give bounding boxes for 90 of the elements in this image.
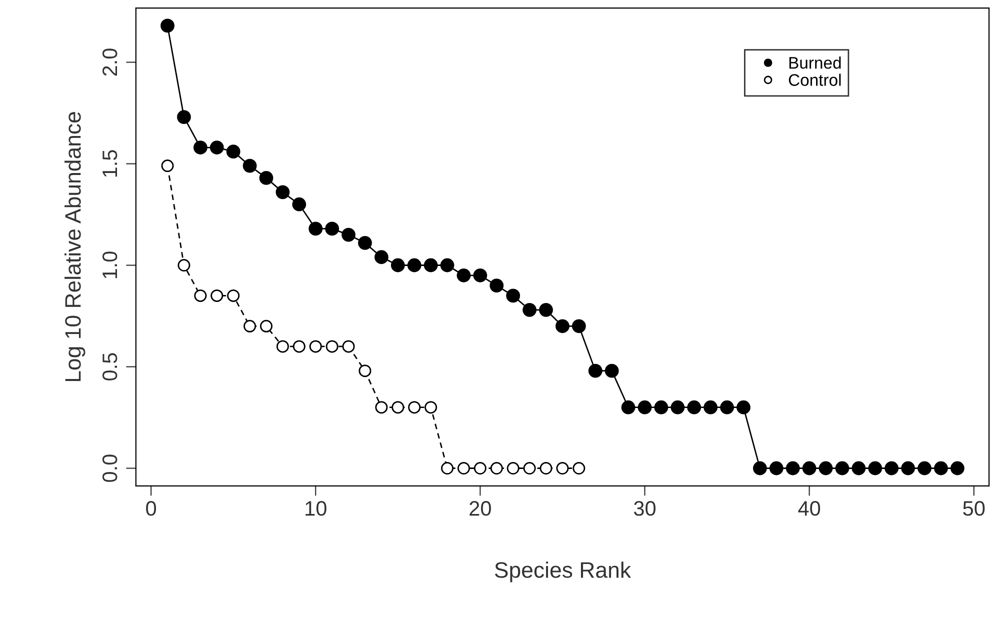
y-tick-label: 0.0 (102, 454, 118, 482)
point (604, 364, 619, 378)
point (292, 197, 306, 212)
point (424, 258, 438, 272)
point (654, 400, 668, 414)
point (769, 461, 784, 476)
legend-label: Burned (789, 56, 841, 69)
x-tick-label: 20 (470, 501, 491, 516)
point (523, 462, 536, 475)
point (178, 259, 190, 272)
point (374, 250, 388, 264)
point (259, 171, 274, 185)
point (309, 340, 322, 353)
point (539, 302, 553, 317)
point (226, 144, 240, 159)
point (177, 110, 191, 124)
point (868, 461, 882, 476)
point (506, 462, 520, 475)
point (950, 461, 964, 476)
point (260, 320, 272, 332)
point (490, 278, 504, 292)
point (687, 400, 702, 414)
point (901, 461, 915, 476)
point (802, 461, 816, 476)
point (786, 461, 800, 476)
point (572, 319, 586, 334)
point (161, 160, 174, 172)
point (556, 462, 569, 475)
y-tick-label: 1.5 (102, 150, 118, 177)
point (884, 461, 899, 476)
point (704, 400, 718, 414)
point (473, 268, 488, 282)
x-tick-label: 30 (634, 501, 656, 516)
point (227, 289, 240, 302)
point (242, 158, 257, 173)
point (407, 258, 422, 272)
x-tick-label: 10 (306, 501, 326, 516)
y-tick-label: 1.0 (102, 252, 118, 278)
point (918, 461, 932, 476)
point (720, 400, 734, 414)
point (424, 401, 438, 414)
point (818, 461, 833, 476)
x-tick-label: 50 (963, 501, 985, 516)
point (621, 400, 636, 414)
point (540, 462, 552, 475)
x-axis-title: Species Rank (494, 562, 632, 582)
point (441, 462, 454, 475)
point (670, 400, 685, 414)
point (456, 268, 471, 282)
point (358, 236, 372, 250)
y-tick-label: 0.5 (102, 353, 118, 380)
point (210, 140, 224, 154)
point (342, 228, 356, 242)
y-tick-label: 2.0 (102, 48, 118, 76)
point (572, 462, 586, 475)
point (292, 340, 306, 353)
point (457, 462, 470, 475)
point (276, 185, 290, 200)
point (934, 461, 948, 476)
point (506, 288, 520, 303)
point (244, 320, 256, 332)
point (325, 222, 340, 236)
point (308, 222, 323, 236)
point (835, 461, 850, 476)
point (490, 462, 503, 475)
legend-label: Control (788, 74, 841, 86)
point (638, 400, 652, 414)
point (276, 340, 289, 353)
point (358, 364, 372, 378)
point (194, 289, 207, 302)
point (326, 340, 338, 353)
point (193, 140, 208, 154)
point (375, 401, 388, 414)
point (556, 319, 570, 334)
point (408, 401, 421, 414)
point (753, 461, 767, 476)
point (160, 18, 174, 33)
point (210, 289, 224, 302)
point (474, 462, 486, 475)
point (392, 401, 404, 414)
point (588, 364, 602, 378)
point (342, 340, 355, 353)
point (522, 302, 536, 317)
y-axis-title: Log 10 Relative Abundance (64, 112, 86, 382)
point (390, 258, 405, 272)
point (736, 400, 750, 414)
point (440, 258, 454, 272)
x-tick-label: 40 (798, 501, 820, 516)
x-tick-label: 0 (146, 501, 156, 516)
point (852, 461, 866, 476)
